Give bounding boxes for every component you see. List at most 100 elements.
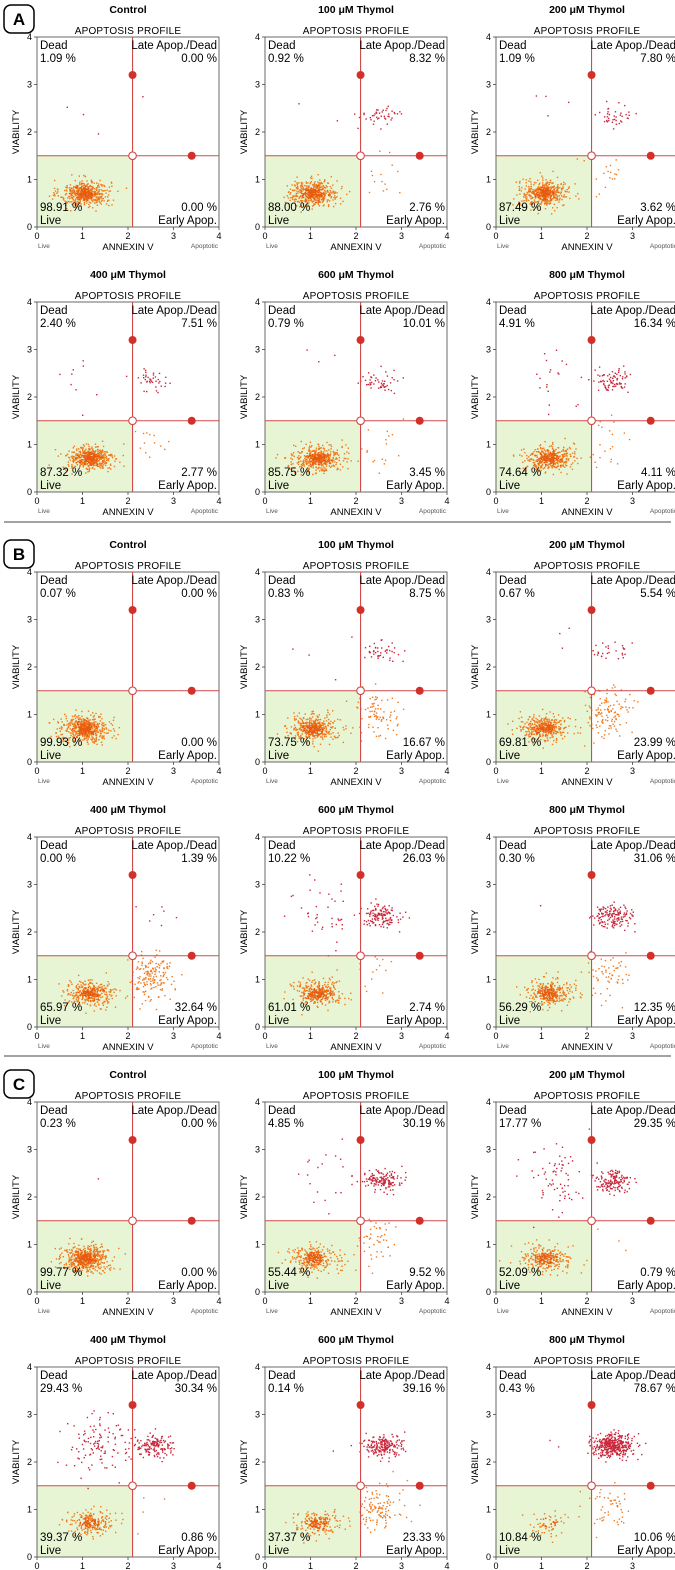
live-event [324, 459, 326, 462]
late-event [364, 379, 367, 382]
live-event [345, 444, 347, 446]
live-event [99, 202, 101, 204]
live-event [90, 197, 92, 199]
live-event [540, 465, 542, 467]
gate-center-handle [128, 686, 137, 696]
live-event [560, 195, 563, 197]
late-event [155, 380, 157, 382]
live-event [76, 736, 78, 738]
live-event [67, 197, 69, 199]
live-event [317, 197, 319, 200]
live-event [92, 722, 95, 724]
y-tick-label: 0 [255, 222, 260, 232]
live-event [540, 458, 542, 460]
live-event [525, 193, 527, 196]
live-event [548, 183, 550, 186]
live-event [83, 738, 86, 741]
live-event [90, 723, 92, 726]
live-event [77, 201, 80, 204]
live-event [327, 204, 330, 206]
live-event [94, 195, 96, 197]
live-event [567, 717, 569, 719]
live-event [540, 203, 542, 205]
live-event [71, 715, 74, 718]
live-event [332, 457, 334, 459]
live-event [328, 743, 331, 746]
live-event [318, 470, 321, 472]
late-event [377, 647, 379, 649]
live-event [295, 729, 297, 731]
live-event [95, 740, 97, 742]
live-event [326, 199, 328, 201]
late-event [607, 108, 609, 110]
live-event [94, 443, 97, 445]
live-event [536, 201, 538, 203]
live-event [88, 193, 90, 196]
live-event [287, 735, 289, 737]
live-event [83, 454, 85, 457]
live-event [65, 455, 67, 457]
live-event [50, 735, 52, 738]
live-event [310, 187, 312, 189]
live-event [319, 726, 322, 728]
live-event [558, 191, 560, 194]
live-event [73, 445, 76, 447]
live-event [526, 206, 528, 209]
live-event [57, 189, 59, 191]
live-event [296, 200, 299, 203]
live-event [545, 201, 547, 203]
live-event [87, 458, 90, 460]
live-event [568, 187, 570, 189]
early-event [384, 183, 386, 185]
live-event [317, 189, 319, 192]
early-event [361, 448, 363, 450]
live-event [300, 722, 303, 725]
live-event [550, 195, 552, 198]
live-event [89, 454, 92, 456]
late-event [396, 380, 399, 382]
live-event [316, 736, 318, 738]
early-event [398, 455, 400, 457]
live-event [95, 732, 97, 735]
live-event [535, 724, 537, 726]
early-event [611, 445, 614, 448]
live-event [308, 468, 310, 471]
panel-label-box [3, 4, 35, 34]
live-event [93, 468, 96, 470]
live-event [317, 191, 320, 193]
live-event [519, 193, 521, 195]
live-event [287, 191, 290, 193]
live-event [319, 736, 322, 738]
live-event [71, 457, 74, 459]
y-tick-label: 3 [27, 345, 32, 355]
live-event [322, 185, 325, 187]
live-event [93, 730, 96, 732]
live-event [563, 452, 566, 455]
live-event [91, 450, 94, 452]
late-event [169, 382, 171, 384]
live-event [559, 197, 561, 199]
live-event [298, 196, 301, 198]
y-tick-label: 1 [27, 175, 32, 185]
live-event [546, 188, 548, 190]
late-event [385, 371, 387, 373]
live-event [112, 728, 115, 730]
live-event [317, 734, 319, 736]
gate-top-handle [356, 606, 365, 614]
live-event [324, 467, 326, 469]
live-event [561, 460, 563, 462]
live-event [323, 186, 325, 189]
live-event [87, 710, 90, 712]
live-event [544, 184, 546, 187]
live-event [559, 187, 561, 189]
live-event [81, 715, 83, 717]
late-event [389, 659, 391, 662]
live-event [293, 455, 295, 458]
live-event [312, 712, 314, 715]
plot-title: Control [109, 539, 146, 551]
live-event [104, 189, 106, 192]
live-event [305, 736, 308, 738]
live-event [347, 447, 349, 449]
live-event [330, 726, 332, 729]
live-event [80, 463, 83, 466]
